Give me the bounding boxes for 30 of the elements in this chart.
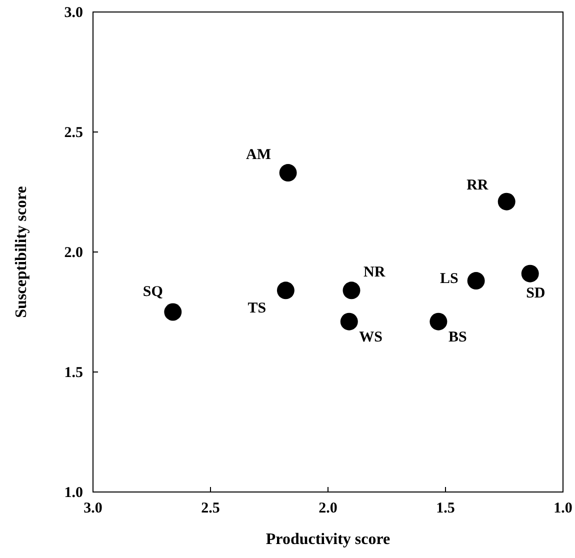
- x-axis-title: Productivity score: [266, 531, 390, 548]
- annotation: LS: [440, 270, 458, 287]
- y-axis-title: Susceptibility score: [13, 186, 30, 318]
- point: [521, 264, 539, 282]
- x-tick-label: 2.0: [318, 500, 338, 517]
- point: [340, 312, 358, 330]
- annotation: SD: [526, 286, 546, 302]
- point: [279, 164, 297, 182]
- annotation: TS: [248, 300, 266, 316]
- point: [498, 192, 516, 210]
- annotation: WS: [359, 330, 382, 346]
- point: [342, 282, 360, 300]
- y-tick-label: 2.0: [64, 244, 83, 261]
- y-tick-label: 1.5: [64, 364, 83, 381]
- point: [467, 272, 485, 290]
- point: [430, 312, 448, 330]
- x-tick-label: 1.5: [436, 500, 455, 517]
- x-tick-label: 1.0: [554, 500, 572, 517]
- annotation: SQ: [142, 284, 164, 300]
- y-tick-label: 1.0: [64, 484, 83, 501]
- annotation: BS: [448, 330, 467, 346]
- x-tick-label: 2.5: [201, 500, 220, 517]
- y-tick-label: 3.0: [64, 4, 83, 21]
- point: [164, 303, 182, 321]
- annotation: NR: [364, 264, 386, 280]
- x-tick-label: 3.0: [84, 500, 102, 517]
- annotation: RR: [466, 178, 488, 194]
- annotation: AM: [246, 146, 272, 163]
- point: [276, 282, 294, 300]
- y-tick-label: 2.5: [64, 124, 83, 141]
